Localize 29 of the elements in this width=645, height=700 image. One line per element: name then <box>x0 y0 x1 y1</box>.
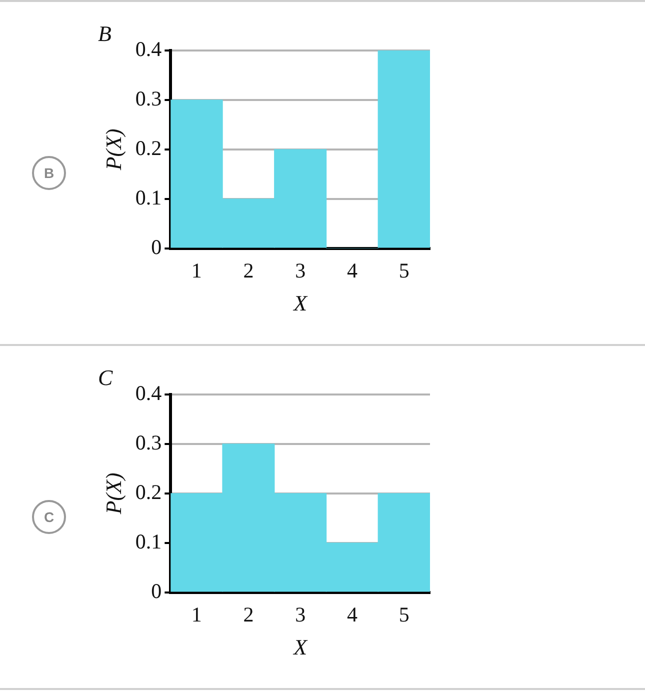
y-tick-label: 0.2 <box>135 136 162 160</box>
y-tick-label: 0.3 <box>135 86 162 110</box>
y-tick-label: 0.1 <box>135 185 162 210</box>
y-tick-label: 0.3 <box>135 430 162 454</box>
x-tick-label: 5 <box>398 602 410 627</box>
chart-title: B <box>98 20 112 46</box>
x-tick-label: 4 <box>346 258 358 283</box>
x-tick-label: 5 <box>398 258 410 283</box>
bar <box>378 50 430 248</box>
x-tick-label: 2 <box>243 258 254 283</box>
text: B <box>32 156 66 190</box>
y-tick-label: 0.1 <box>135 529 162 554</box>
y-axis-title: P(X) <box>100 128 126 172</box>
y-axis-title: P(X) <box>100 472 126 516</box>
x-tick-label: 2 <box>243 602 254 627</box>
y-tick-label: 0.4 <box>135 380 162 405</box>
y-tick-label: 0 <box>151 578 162 603</box>
x-tick-label: 1 <box>191 602 202 627</box>
x-axis-title: X <box>292 634 309 660</box>
text: C <box>32 500 66 534</box>
y-tick-label: 0 <box>151 234 162 259</box>
y-tick-label: 0.4 <box>135 36 162 61</box>
x-axis-title: X <box>292 290 309 316</box>
y-tick-label: 0.2 <box>135 480 162 504</box>
x-tick-label: 3 <box>295 602 306 627</box>
x-tick-label: 4 <box>346 602 358 627</box>
x-tick-label: 3 <box>295 258 306 283</box>
chart-title: C <box>98 364 113 390</box>
x-tick-label: 1 <box>191 258 202 283</box>
